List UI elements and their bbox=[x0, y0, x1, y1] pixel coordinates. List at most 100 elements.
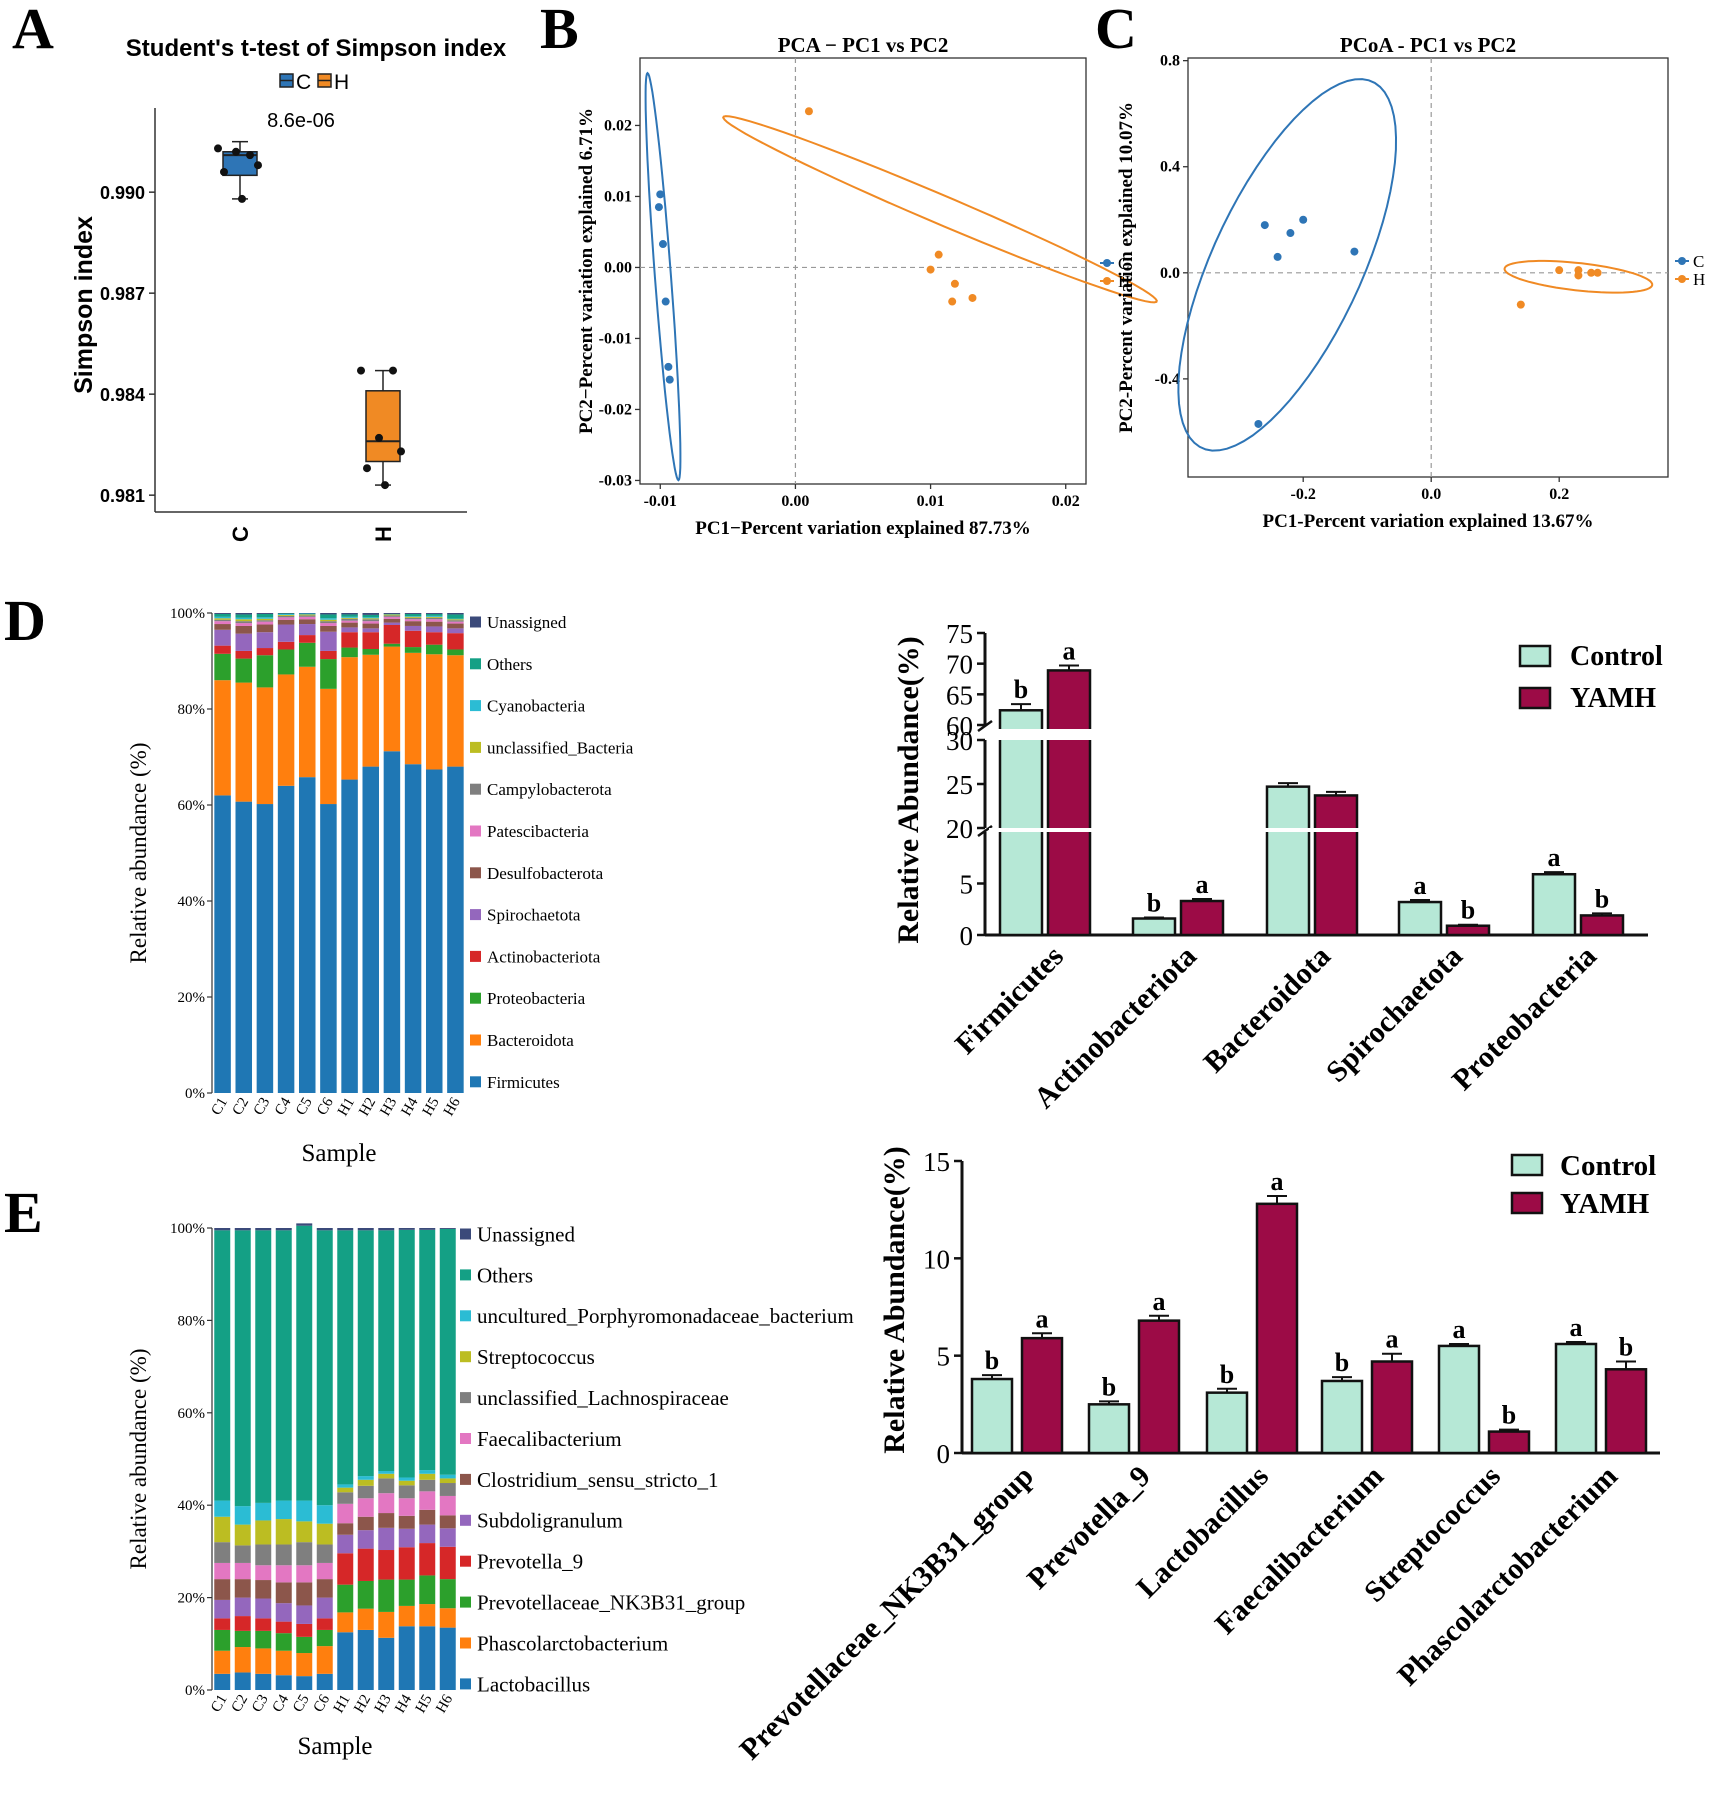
bar-yamh-phascolarctobacterium bbox=[1604, 1368, 1648, 1455]
data-point-h bbox=[804, 107, 813, 116]
stack-segment-unassigned bbox=[447, 613, 464, 615]
panel-e-genus-bars: 0 5 10 15 Relative Abundance(%) b a Prevotellac… bbox=[733, 1146, 1660, 1766]
stack-segment-firmicutes bbox=[320, 804, 337, 1093]
x-tick-label: H1 bbox=[335, 1095, 358, 1119]
stack-segment-unassigned bbox=[296, 1223, 313, 1226]
y-tick-label: 0.984 bbox=[100, 385, 145, 405]
y-tick-label: 40% bbox=[178, 894, 206, 910]
x-tick-label: H1 bbox=[331, 1692, 354, 1716]
legend-label-prevotella-9: Prevotella_9 bbox=[477, 1550, 583, 1574]
stack-segment-spirochaetota bbox=[425, 626, 443, 633]
y-tick-label: 0.02 bbox=[604, 117, 632, 134]
stack-segment-proteobacteria bbox=[425, 644, 443, 655]
stack-segment-streptococcus bbox=[419, 1473, 436, 1480]
legend-label-h: H bbox=[334, 71, 349, 94]
stack-segment-lactobacillus bbox=[378, 1637, 395, 1690]
y-tick-label: 0% bbox=[185, 1086, 205, 1102]
stack-segment-prevotella-9 bbox=[439, 1546, 456, 1580]
data-point-h bbox=[1555, 266, 1564, 275]
stack-segment-desulfobacterota bbox=[298, 619, 316, 625]
stack-segment-prevotella-9 bbox=[398, 1547, 415, 1580]
stack-segment-cyanobacteria bbox=[277, 613, 295, 615]
x-tick-label: Prevotellaceae_NK3B31_group bbox=[733, 1460, 1040, 1767]
stack-segment-firmicutes bbox=[341, 779, 358, 1093]
stack-segment-spirochaetota bbox=[362, 628, 380, 633]
legend-swatch-unassigned bbox=[460, 1228, 471, 1240]
data-point bbox=[238, 194, 246, 203]
stack-segment-unclassified-bacteria bbox=[383, 614, 401, 616]
significance-letter: a bbox=[1414, 871, 1427, 900]
stack-segment-unassigned bbox=[378, 1228, 395, 1231]
stack-segment-others bbox=[404, 613, 422, 617]
stack-segment-prevotellaceae-nk3b31-group bbox=[439, 1579, 456, 1609]
legend-swatch-yamh bbox=[1518, 686, 1552, 710]
stack-segment-cyanobacteria bbox=[298, 613, 316, 615]
x-tick-label: C3 bbox=[249, 1692, 272, 1715]
x-tick-label: 0.02 bbox=[1052, 493, 1080, 510]
significance-letter: a bbox=[1570, 1313, 1583, 1342]
x-tick-label: C4 bbox=[272, 1095, 295, 1119]
stack-segment-patescibacteria bbox=[447, 621, 464, 624]
stack-segment-actinobacteriota bbox=[298, 635, 316, 643]
stack-segment-others bbox=[425, 613, 443, 616]
stack-segment-subdoligranulum bbox=[275, 1603, 292, 1622]
x-tick-label: -0.2 bbox=[1291, 486, 1316, 503]
stack-segment-subdoligranulum bbox=[337, 1534, 354, 1554]
y-axis-label: Relative Abundance(%) bbox=[892, 636, 925, 944]
stack-segment-unassigned bbox=[337, 1228, 354, 1231]
stack-segment-prevotella-9 bbox=[234, 1616, 251, 1631]
data-point bbox=[214, 144, 222, 153]
data-point-c bbox=[1260, 221, 1269, 230]
y-tick-label: 5 bbox=[960, 870, 974, 900]
stack-segment-clostridium-sensu-stricto-1 bbox=[398, 1515, 415, 1529]
y-axis-label: Relative Abundance(%) bbox=[878, 1146, 911, 1454]
legend-swatch-prevotella-9 bbox=[460, 1555, 471, 1567]
stack-segment-desulfobacterota bbox=[425, 621, 443, 627]
stack-segment-phascolarctobacterium bbox=[398, 1605, 415, 1627]
legend-label-phascolarctobacterium: Phascolarctobacterium bbox=[477, 1631, 668, 1655]
stack-segment-bacteroidota bbox=[404, 652, 422, 765]
stack-segment-firmicutes bbox=[425, 769, 443, 1093]
legend-label-others: Others bbox=[477, 1263, 533, 1287]
confidence-ellipse-c bbox=[1177, 78, 1398, 452]
stack-segment-bacteroidota bbox=[320, 688, 337, 805]
x-tick-label: H2 bbox=[356, 1095, 379, 1119]
data-point bbox=[363, 464, 371, 473]
stack-segment-campylobacterota bbox=[277, 615, 295, 618]
legend-swatch-lactobacillus bbox=[460, 1678, 471, 1690]
stack-segment-unassigned bbox=[255, 1228, 272, 1231]
legend-label-streptococcus: Streptococcus bbox=[477, 1345, 595, 1369]
stack-segment-unassigned bbox=[235, 613, 253, 615]
significance-letter: a bbox=[1153, 1287, 1166, 1316]
stack-segment-actinobacteriota bbox=[383, 625, 401, 644]
bar-control-proteobacteria bbox=[1531, 872, 1577, 937]
stack-segment-faecalibacterium bbox=[439, 1495, 456, 1516]
stack-segment-lactobacillus bbox=[398, 1626, 415, 1690]
significance-letter: a bbox=[1453, 1315, 1466, 1344]
stack-segment-uncultured-porphyromonadaceae-bacterium bbox=[378, 1471, 395, 1474]
panel-e-genus-stacked: 0% 20% 40% 60% 80% 100% C1C2C3C4C5C6H1H2H3H4H5… bbox=[126, 1221, 854, 1760]
stack-segment-clostridium-sensu-stricto-1 bbox=[234, 1579, 251, 1598]
legend-label-proteobacteria: Proteobacteria bbox=[487, 989, 586, 1008]
y-tick-label: 0.8 bbox=[1160, 53, 1180, 70]
stack-segment-unclassified-lachnospiraceae bbox=[214, 1542, 231, 1563]
stack-segment-others bbox=[378, 1230, 395, 1472]
stack-segment-unclassified-bacteria bbox=[404, 616, 422, 618]
legend-label-uncultured-porphyromonadaceae-bacterium: uncultured_Porphyromonadaceae_bacterium bbox=[477, 1304, 854, 1328]
stack-segment-unclassified-lachnospiraceae bbox=[398, 1485, 415, 1499]
bar-control-spirochaetota bbox=[1397, 900, 1443, 937]
legend-swatch-uncultured-porphyromonadaceae-bacterium bbox=[460, 1310, 471, 1322]
stack-segment-desulfobacterota bbox=[320, 625, 337, 632]
stack-segment-desulfobacterota bbox=[404, 621, 422, 626]
stack-segment-prevotellaceae-nk3b31-group bbox=[419, 1575, 436, 1605]
stack-segment-unassigned bbox=[425, 613, 443, 614]
y-axis-label: Relative abundance (%) bbox=[126, 1349, 151, 1570]
stack-segment-prevotella-9 bbox=[255, 1618, 272, 1631]
stack-segment-faecalibacterium bbox=[337, 1503, 354, 1524]
p-value-label: 8.6e-06 bbox=[267, 110, 335, 132]
stack-segment-desulfobacterota bbox=[362, 623, 380, 629]
stack-segment-lactobacillus bbox=[296, 1676, 313, 1690]
significance-letter: a bbox=[1271, 1167, 1284, 1196]
legend-swatch-unassigned bbox=[470, 616, 481, 628]
x-tick-label: C1 bbox=[208, 1095, 231, 1118]
